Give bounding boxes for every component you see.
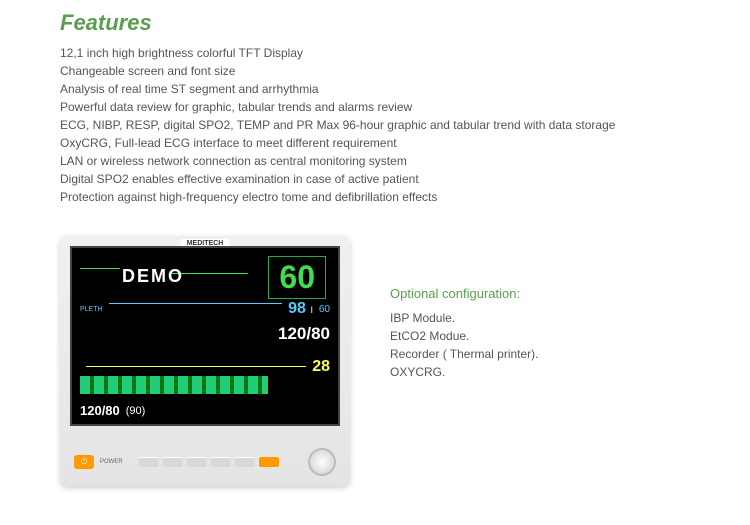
feature-item: Powerful data review for graphic, tabula… [60, 98, 750, 116]
optional-section: Optional configuration: IBP Module. EtCO… [390, 286, 539, 486]
optional-item: EtCO2 Modue. [390, 327, 539, 345]
resp-wave [86, 366, 306, 368]
demo-label: DEMO [122, 266, 184, 287]
feature-item: Analysis of real time ST segment and arr… [60, 80, 750, 98]
control-button[interactable] [163, 457, 183, 467]
nibp-wave [86, 328, 272, 340]
monitor-screen: DEMO 60 PLETH 98 I 60 120/80 28 120/80 [70, 246, 340, 426]
feature-item: LAN or wireless network connection as ce… [60, 152, 750, 170]
control-button[interactable] [211, 457, 231, 467]
pr-value: 60 [319, 304, 330, 315]
control-button[interactable] [139, 457, 159, 467]
control-button[interactable] [187, 457, 207, 467]
nibp-row: 120/80 [80, 324, 330, 344]
optional-item: Recorder ( Thermal printer). [390, 345, 539, 363]
bp-mean: (90) [126, 405, 146, 417]
resp-row: 28 [80, 358, 330, 376]
spo2-label: PLETH [80, 306, 103, 313]
power-label: POWER [100, 459, 123, 465]
bp-bottom: 120/80 [80, 403, 120, 418]
feature-item: 12,1 inch high brightness colorful TFT D… [60, 44, 750, 62]
spo2-row: PLETH 98 I 60 [80, 300, 330, 318]
feature-item: Changeable screen and font size [60, 62, 750, 80]
feature-item: Protection against high-frequency electr… [60, 188, 750, 206]
pleth-wave [109, 303, 283, 315]
patient-monitor-device: MEDITECH DEMO 60 PLETH 98 I 60 120/80 28 [60, 236, 350, 486]
optional-heading: Optional configuration: [390, 286, 539, 301]
spo2-value: 98 I [288, 300, 313, 318]
feature-item: Digital SPO2 enables effective examinati… [60, 170, 750, 188]
rotary-dial[interactable] [308, 448, 336, 476]
optional-item: IBP Module. [390, 309, 539, 327]
control-button-highlight[interactable] [259, 457, 279, 467]
optional-item: OXYCRG. [390, 363, 539, 381]
bottom-row: 120/80 (90) [80, 403, 330, 418]
co2-wave [80, 376, 268, 394]
features-heading: Features [60, 10, 750, 36]
features-list: 12,1 inch high brightness colorful TFT D… [60, 44, 750, 206]
ecg-wave [80, 268, 120, 269]
power-button[interactable]: ⏻ [74, 455, 94, 469]
feature-item: OxyCRG, Full-lead ECG interface to meet … [60, 134, 750, 152]
device-controls: ⏻ POWER [74, 448, 336, 476]
hr-value: 60 [268, 256, 326, 299]
resp-value: 28 [312, 358, 330, 376]
optional-list: IBP Module. EtCO2 Modue. Recorder ( Ther… [390, 309, 539, 381]
control-button[interactable] [235, 457, 255, 467]
feature-item: ECG, NIBP, RESP, digital SPO2, TEMP and … [60, 116, 750, 134]
nibp-value: 120/80 [278, 324, 330, 344]
